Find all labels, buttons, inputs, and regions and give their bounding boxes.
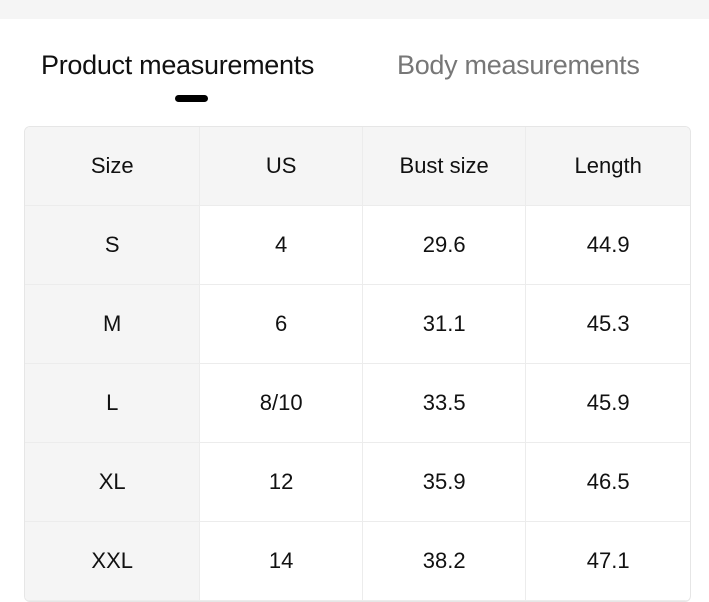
- table-row: XXL 14 38.2 47.1: [25, 522, 690, 601]
- cell-us: 14: [200, 522, 363, 601]
- cell-length: 44.9: [526, 206, 690, 285]
- cell-us: 12: [200, 443, 363, 522]
- table-row: M 6 31.1 45.3: [25, 285, 690, 364]
- cell-length: 47.1: [526, 522, 690, 601]
- header-length: Length: [526, 127, 690, 206]
- size-chart-table: Size US Bust size Length S 4 29.6 44.9 M 6 31.…: [24, 126, 691, 602]
- table-row: S 4 29.6 44.9: [25, 206, 690, 285]
- cell-bust-size: 35.9: [362, 443, 527, 522]
- cell-us: 8/10: [200, 364, 363, 443]
- header-us: US: [200, 127, 363, 206]
- cell-size: M: [25, 285, 201, 364]
- table-header-row: Size US Bust size Length: [25, 127, 690, 206]
- cell-size: XXL: [25, 522, 201, 601]
- cell-us: 6: [200, 285, 363, 364]
- top-bar: [0, 0, 709, 19]
- cell-length: 45.9: [526, 364, 690, 443]
- cell-us: 4: [200, 206, 363, 285]
- tab-body-measurements[interactable]: Body measurements: [397, 50, 640, 80]
- cell-bust-size: 29.6: [362, 206, 527, 285]
- cell-length: 45.3: [526, 285, 690, 364]
- cell-bust-size: 31.1: [362, 285, 527, 364]
- table-row: L 8/10 33.5 45.9: [25, 364, 690, 443]
- cell-size: L: [25, 364, 201, 443]
- cell-bust-size: 33.5: [362, 364, 527, 443]
- header-size: Size: [25, 127, 201, 206]
- cell-size: XL: [25, 443, 201, 522]
- active-tab-indicator: [175, 95, 208, 102]
- cell-bust-size: 38.2: [362, 522, 527, 601]
- cell-length: 46.5: [526, 443, 690, 522]
- table-row: XL 12 35.9 46.5: [25, 443, 690, 522]
- tab-product-measurements[interactable]: Product measurements: [41, 50, 315, 80]
- header-bust-size: Bust size: [362, 127, 527, 206]
- cell-size: S: [25, 206, 201, 285]
